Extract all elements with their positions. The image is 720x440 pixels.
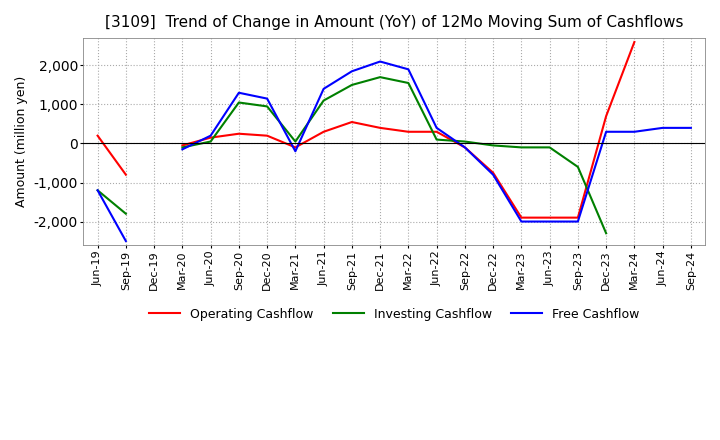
Free Cashflow: [687, 125, 696, 131]
Investing Cashflow: [432, 137, 441, 142]
Operating Cashflow: [122, 172, 130, 177]
Operating Cashflow: [178, 143, 186, 148]
Operating Cashflow: [207, 135, 215, 140]
Operating Cashflow: [348, 119, 356, 125]
Free Cashflow: [517, 219, 526, 224]
Free Cashflow: [348, 69, 356, 74]
Free Cashflow: [319, 86, 328, 92]
Free Cashflow: [602, 129, 611, 134]
Operating Cashflow: [404, 129, 413, 134]
Free Cashflow: [94, 188, 102, 193]
Operating Cashflow: [545, 215, 554, 220]
Operating Cashflow: [94, 133, 102, 138]
Free Cashflow: [235, 90, 243, 95]
Investing Cashflow: [319, 98, 328, 103]
Investing Cashflow: [602, 231, 611, 236]
Line: Operating Cashflow: Operating Cashflow: [98, 42, 634, 218]
Free Cashflow: [178, 147, 186, 152]
Line: Free Cashflow: Free Cashflow: [98, 62, 691, 241]
Investing Cashflow: [291, 139, 300, 144]
Free Cashflow: [122, 238, 130, 244]
Line: Investing Cashflow: Investing Cashflow: [98, 77, 606, 233]
Free Cashflow: [207, 133, 215, 138]
Free Cashflow: [489, 172, 498, 177]
Investing Cashflow: [178, 145, 186, 150]
Operating Cashflow: [319, 129, 328, 134]
Operating Cashflow: [235, 131, 243, 136]
Operating Cashflow: [376, 125, 384, 131]
Free Cashflow: [658, 125, 667, 131]
Free Cashflow: [461, 145, 469, 150]
Investing Cashflow: [122, 211, 130, 216]
Y-axis label: Amount (million yen): Amount (million yen): [15, 76, 28, 207]
Investing Cashflow: [545, 145, 554, 150]
Free Cashflow: [291, 149, 300, 154]
Free Cashflow: [376, 59, 384, 64]
Investing Cashflow: [376, 74, 384, 80]
Investing Cashflow: [489, 143, 498, 148]
Free Cashflow: [432, 125, 441, 131]
Investing Cashflow: [348, 82, 356, 88]
Investing Cashflow: [574, 164, 582, 169]
Operating Cashflow: [630, 39, 639, 44]
Free Cashflow: [630, 129, 639, 134]
Operating Cashflow: [263, 133, 271, 138]
Operating Cashflow: [461, 145, 469, 150]
Operating Cashflow: [489, 170, 498, 176]
Title: [3109]  Trend of Change in Amount (YoY) of 12Mo Moving Sum of Cashflows: [3109] Trend of Change in Amount (YoY) o…: [105, 15, 683, 30]
Operating Cashflow: [432, 129, 441, 134]
Investing Cashflow: [207, 139, 215, 144]
Operating Cashflow: [517, 215, 526, 220]
Free Cashflow: [545, 219, 554, 224]
Legend: Operating Cashflow, Investing Cashflow, Free Cashflow: Operating Cashflow, Investing Cashflow, …: [144, 303, 644, 326]
Investing Cashflow: [461, 139, 469, 144]
Free Cashflow: [404, 67, 413, 72]
Investing Cashflow: [263, 104, 271, 109]
Investing Cashflow: [235, 100, 243, 105]
Investing Cashflow: [404, 81, 413, 86]
Operating Cashflow: [291, 145, 300, 150]
Operating Cashflow: [602, 114, 611, 119]
Free Cashflow: [263, 96, 271, 101]
Investing Cashflow: [94, 188, 102, 193]
Investing Cashflow: [517, 145, 526, 150]
Free Cashflow: [574, 219, 582, 224]
Operating Cashflow: [574, 215, 582, 220]
